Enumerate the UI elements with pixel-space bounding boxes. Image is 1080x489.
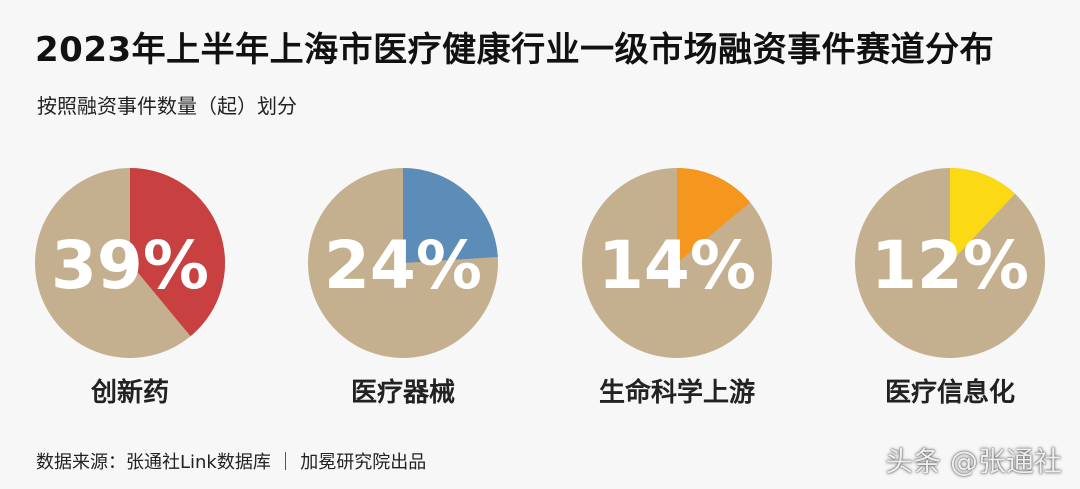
pie-slice-3 [950,168,1016,263]
pie-label-2: 生命科学上游 [598,378,755,408]
pie-value-label-1: 24% [324,227,482,304]
pie-slice-1 [403,168,498,263]
pie-value-label-2: 14% [598,227,756,304]
pie-slice-2 [677,168,751,263]
watermark-logo: 头条 @张通社 [885,445,1062,478]
chart-title: 2023年上半年上海市医疗健康行业一级市场融资事件赛道分布 [35,30,995,70]
pie-slice-0 [130,168,226,337]
pie-label-3: 医疗信息化 [884,378,1015,408]
pie-label-0: 创新药 [90,378,169,408]
pie-value-label-0: 39% [51,227,209,304]
source-note: 数据来源：张通社Link数据库 ｜ 加冕研究院出品 [36,452,427,473]
pie-label-1: 医疗器械 [350,378,455,408]
chart-subtitle: 按照融资事件数量（起）划分 [37,94,297,118]
pie-value-label-3: 12% [871,227,1029,304]
